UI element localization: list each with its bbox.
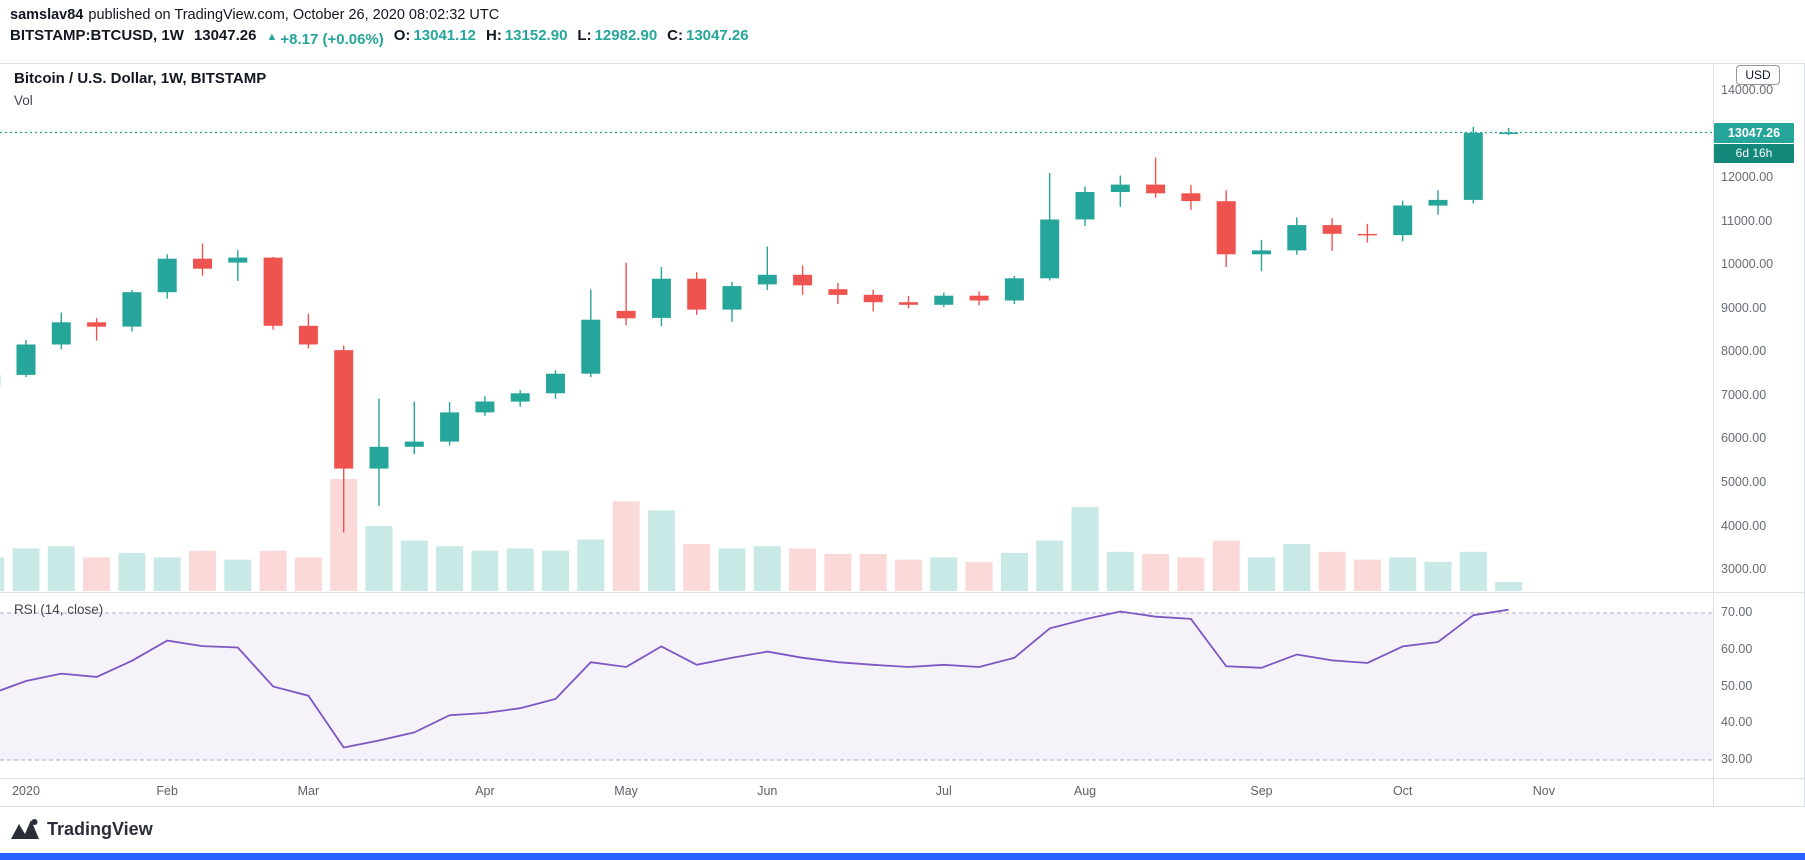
price-axis-border: [1713, 63, 1714, 806]
currency-button[interactable]: USD: [1736, 65, 1780, 85]
open-value: 13041.12: [413, 27, 477, 44]
time-axis-label: Apr: [475, 784, 495, 798]
pane-separator[interactable]: [0, 592, 1805, 593]
price-axis-label: 11000.00: [1721, 213, 1773, 228]
time-axis-label: Feb: [156, 784, 178, 798]
price-axis-label: 9000.00: [1721, 300, 1767, 315]
rsi-axis-label: 40.00: [1721, 715, 1753, 730]
volume-series: [0, 479, 1523, 591]
open-label: O:: [393, 27, 411, 44]
time-axis-label: Aug: [1073, 784, 1097, 798]
price-axis-label: 10000.00: [1721, 257, 1774, 272]
bottom-accent-bar: [0, 853, 1805, 860]
time-axis-label: Oct: [1392, 784, 1413, 798]
ohlc-high: H: 13152.90: [486, 27, 567, 44]
volume-legend: Vol: [14, 93, 33, 108]
current-price-badge: 13047.26: [1714, 122, 1794, 143]
price-change: ▲ +8.17 (+0.06%): [266, 31, 383, 48]
time-axis-label: Nov: [1532, 784, 1556, 798]
time-axis-label: 2020: [12, 784, 40, 798]
time-axis-label: Jun: [757, 784, 778, 798]
publish-header: samslav84 published on TradingView.com, O…: [10, 7, 499, 23]
time-axis-label: Jul: [935, 784, 952, 798]
rsi-axis-label: 30.00: [1721, 752, 1753, 766]
price-axis-label: 14000.00: [1721, 83, 1774, 97]
time-axis-label: Mar: [297, 784, 320, 798]
time-axis-label: May: [614, 784, 638, 798]
up-arrow-icon: ▲: [266, 31, 278, 43]
price-axis-label: 4000.00: [1721, 518, 1767, 533]
chart-title-legend: Bitcoin / U.S. Dollar, 1W, BITSTAMP: [14, 70, 267, 87]
chart-top-border: [0, 63, 1805, 64]
rsi-axis-label: 50.00: [1721, 678, 1753, 693]
time-axis-label: Sep: [1250, 784, 1273, 798]
publish-info: published on TradingView.com, October 26…: [88, 7, 500, 23]
ohlc-open: O: 13041.12: [394, 27, 476, 44]
tradingview-watermark[interactable]: TradingView: [10, 817, 153, 841]
price-axis-label: 8000.00: [1721, 344, 1767, 359]
rsi-axis-label: 70.00: [1721, 605, 1753, 619]
low-value: 12982.90: [594, 27, 658, 44]
symbol-header: BITSTAMP:BTCUSD, 1W 13047.26 ▲ +8.17 (+0…: [10, 27, 749, 48]
watermark-text: TradingView: [47, 818, 153, 839]
rsi-axis-label: 60.00: [1721, 641, 1753, 656]
high-value: 13152.90: [504, 27, 568, 44]
ohlc-low: L: 12982.90: [577, 27, 657, 44]
price-axis-label: 7000.00: [1721, 387, 1767, 402]
change-value: +8.17 (+0.06%): [280, 31, 384, 48]
tradingview-logo-icon: [11, 819, 39, 839]
publisher-name: samslav84: [10, 7, 84, 23]
bar-countdown-badge: 6d 16h: [1714, 143, 1794, 163]
price-axis-label: 12000.00: [1721, 170, 1774, 185]
price-axis-label: 5000.00: [1721, 475, 1767, 489]
time-axis-border: [0, 778, 1805, 779]
close-label: C:: [667, 27, 683, 44]
price-axis-label: 3000.00: [1721, 562, 1767, 577]
high-label: H:: [486, 27, 502, 44]
symbol-name: BITSTAMP:BTCUSD, 1W: [10, 27, 184, 44]
candlestick-series: [0, 126, 1519, 533]
chart-bottom-border: [0, 806, 1805, 807]
last-price: 13047.26: [193, 27, 257, 44]
ohlc-close: C: 13047.26: [667, 27, 748, 44]
price-axis-label: 6000.00: [1721, 431, 1767, 446]
close-value: 13047.26: [686, 27, 749, 44]
rsi-line: [0, 608, 1509, 749]
rsi-legend: RSI (14, close): [14, 602, 104, 617]
rsi-band: [0, 613, 1713, 760]
low-label: L:: [577, 27, 592, 44]
